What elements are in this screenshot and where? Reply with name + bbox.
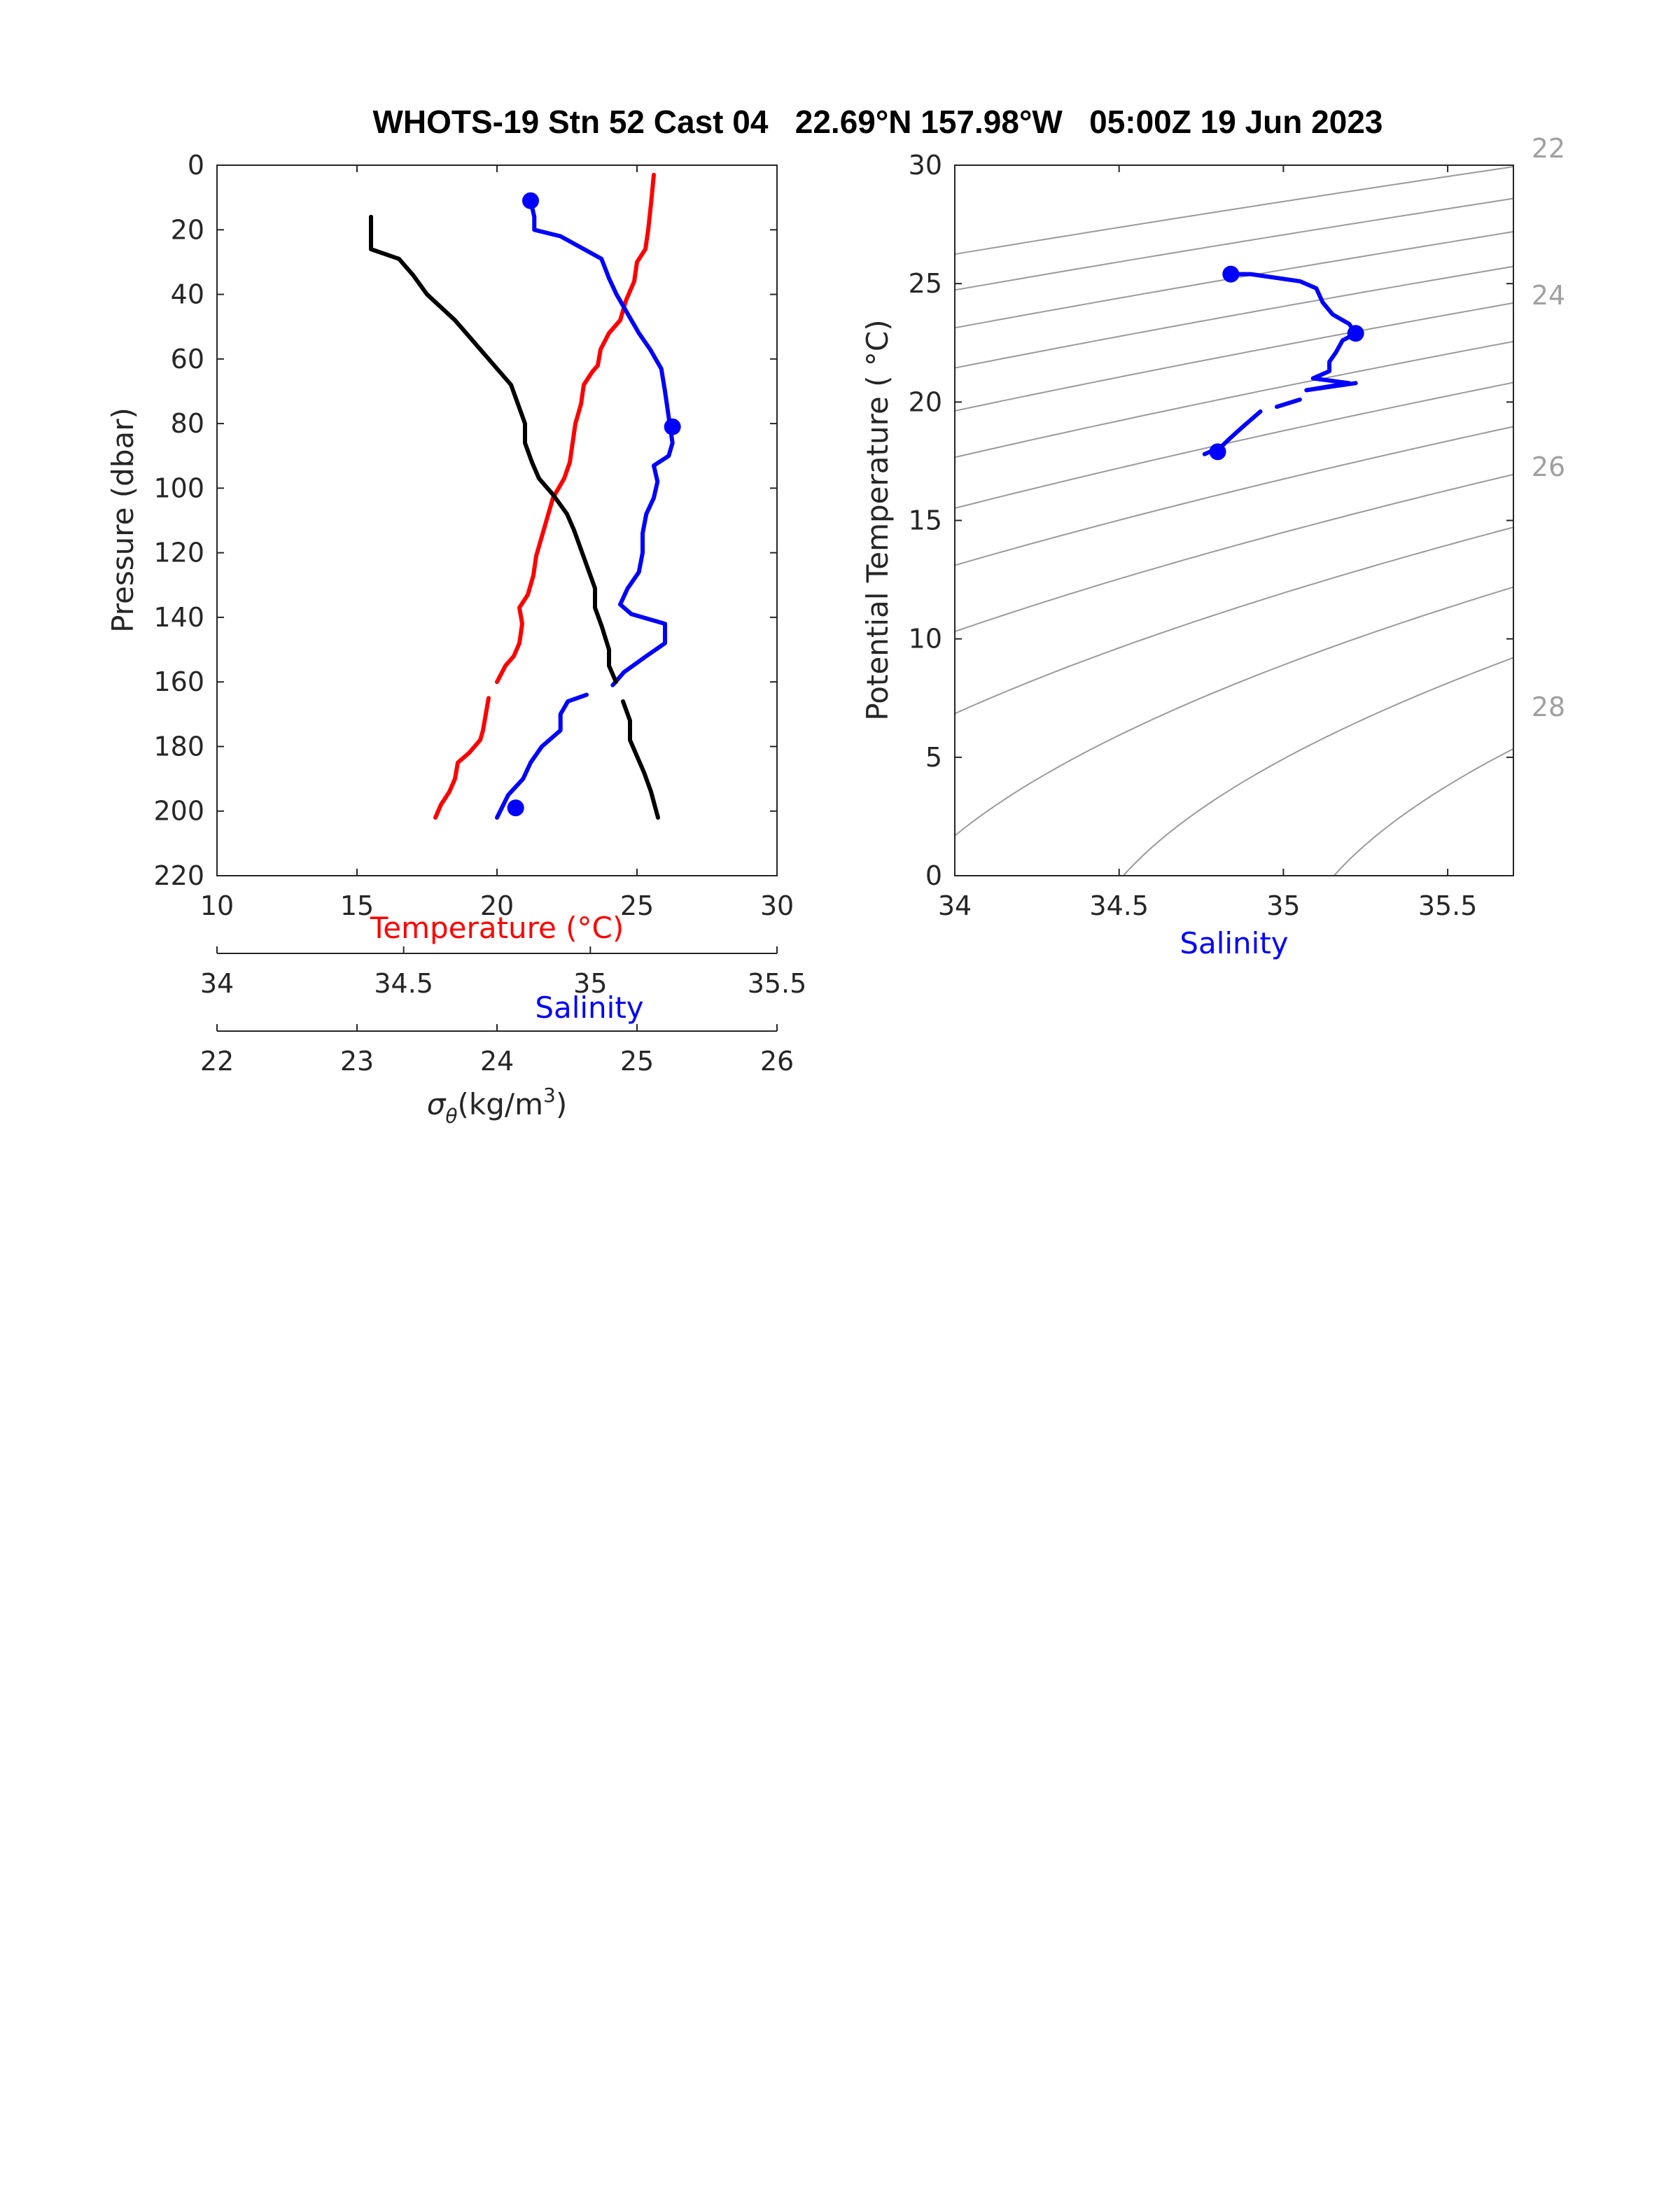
ts-temperature-tick-label: 10 xyxy=(909,624,942,654)
ts-salinity-tick-label: 34.5 xyxy=(1089,890,1149,921)
isopycnal-line xyxy=(955,340,1513,458)
density-tick-label: 26 xyxy=(760,1046,794,1077)
ts-diagram-panel: 0 5 10 15 20 25 30 34 34.5 35 35.5 22 24 26 28 Salin… xyxy=(860,133,1565,960)
ts-marker-point xyxy=(1209,443,1226,461)
isopycnal-line xyxy=(955,302,1513,412)
temperature-axis-label: Temperature (°C) xyxy=(370,911,624,945)
isopycnal-line xyxy=(955,526,1513,715)
temperature-tick-label: 20 xyxy=(480,890,514,921)
salinity-tick-label: 35 xyxy=(573,968,607,999)
temperature-tick-label: 15 xyxy=(340,890,374,921)
pressure-tick-label: 160 xyxy=(153,666,204,697)
salinity-profile-line xyxy=(495,692,589,820)
pressure-tick-label: 80 xyxy=(171,408,204,439)
salinity-axis-label: Salinity xyxy=(535,990,643,1025)
isopycnal-line xyxy=(955,382,1513,509)
pressure-tick-label: 140 xyxy=(153,602,204,633)
isopycnal-label: 28 xyxy=(1532,692,1565,722)
pressure-tick-label: 100 xyxy=(153,472,204,503)
pressure-tick-label: 60 xyxy=(171,344,204,374)
pressure-axis-label: Pressure (dbar) xyxy=(106,407,140,633)
temperature-ticks-ts: 0 5 10 15 20 25 30 xyxy=(909,150,1513,891)
isopycnal-label: 22 xyxy=(1532,133,1565,164)
temperature-ticks: 10 15 20 25 30 xyxy=(200,165,794,921)
pressure-tick-label: 180 xyxy=(153,731,204,762)
isopycnal-labels: 22 24 26 28 xyxy=(1532,133,1565,722)
ts-temperature-tick-label: 0 xyxy=(925,860,942,891)
temperature-tick-label: 10 xyxy=(200,890,234,921)
isopycnal-label: 24 xyxy=(1532,280,1565,311)
density-tick-label: 22 xyxy=(200,1046,234,1077)
ts-curve xyxy=(1202,265,1364,461)
density-ticks: 22 23 24 25 26 xyxy=(200,1024,794,1077)
isopycnal-line xyxy=(955,473,1513,633)
pressure-tick-label: 40 xyxy=(171,279,204,310)
salinity-profile-line xyxy=(528,198,675,687)
ts-salinity-tick-label: 34 xyxy=(938,890,972,921)
profile-plot-frame xyxy=(216,164,778,876)
pressure-tick-label: 220 xyxy=(153,860,204,891)
pressure-tick-label: 200 xyxy=(153,796,204,827)
density-axis-label: σθ(kg/m3) xyxy=(427,1084,567,1128)
profile-panel: 0 20 40 60 80 100 120 140 160 180 200 220 Pressure … xyxy=(106,150,806,1128)
isopycnal-label: 26 xyxy=(1532,451,1565,482)
ts-temperature-tick-label: 20 xyxy=(909,386,942,417)
temperature-tick-label: 25 xyxy=(620,890,654,921)
salinity-marker-point xyxy=(507,799,524,817)
ts-salinity-tick-label: 35 xyxy=(1266,890,1300,921)
ts-marker-point xyxy=(1347,325,1364,342)
ts-salinity-label: Salinity xyxy=(1180,926,1288,960)
salinity-tick-label: 35.5 xyxy=(748,968,807,999)
ts-temperature-tick-label: 30 xyxy=(909,150,942,181)
salinity-ticks-ts: 34 34.5 35 35.5 xyxy=(938,165,1478,921)
salinity-tick-label: 34 xyxy=(200,968,234,999)
isopycnal-line xyxy=(955,426,1513,566)
density-tick-label: 23 xyxy=(340,1046,374,1077)
salinity-marker-point xyxy=(522,192,539,209)
ts-curve-line xyxy=(1275,397,1302,410)
ts-curve-line xyxy=(1228,272,1358,393)
salinity-tick-label: 34.5 xyxy=(374,968,433,999)
temperature-profile-line xyxy=(433,696,491,820)
density-profile-line xyxy=(621,699,660,820)
chart-title: WHOTS-19 Stn 52 Cast 04 22.69°N 157.98°W… xyxy=(372,104,1382,140)
ts-temperature-tick-label: 25 xyxy=(909,268,942,299)
isopycnal-line xyxy=(1122,657,1513,876)
ts-temperature-tick-label: 15 xyxy=(909,505,942,536)
density-tick-label: 24 xyxy=(480,1046,514,1077)
salinity-ticks: 34 34.5 35 35.5 xyxy=(200,946,806,999)
ts-salinity-tick-label: 35.5 xyxy=(1418,890,1478,921)
pressure-tick-label: 20 xyxy=(171,214,204,245)
ts-marker-point xyxy=(1222,265,1240,283)
profile-lines xyxy=(369,172,681,820)
ts-temperature-label: Potential Temperature ( °C) xyxy=(860,319,895,720)
isopycnal-line xyxy=(955,166,1513,255)
temperature-profile-line xyxy=(495,172,656,685)
density-profile-line xyxy=(369,214,618,685)
isopycnal-line xyxy=(955,197,1513,291)
pressure-tick-label: 0 xyxy=(188,150,204,181)
ts-temperature-tick-label: 5 xyxy=(925,742,942,773)
pressure-tick-label: 120 xyxy=(153,538,204,568)
isopycnal-lines xyxy=(955,166,1513,876)
salinity-marker-point xyxy=(664,418,681,435)
isopycnal-line xyxy=(955,586,1513,836)
isopycnal-line xyxy=(1333,748,1513,876)
temperature-tick-label: 30 xyxy=(760,890,794,921)
isopycnal-line xyxy=(955,265,1513,369)
pressure-ticks: 0 20 40 60 80 100 120 140 160 180 200 220 xyxy=(153,150,777,891)
density-tick-label: 25 xyxy=(620,1046,654,1077)
